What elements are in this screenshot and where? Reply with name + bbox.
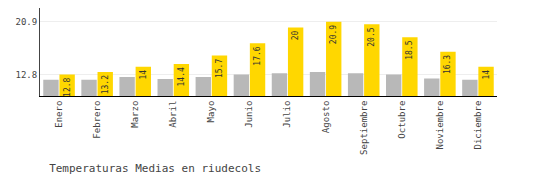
svg-text:Junio: Junio xyxy=(244,101,254,128)
svg-text:Noviembre: Noviembre xyxy=(435,101,445,150)
svg-text:Septiembre: Septiembre xyxy=(359,101,369,155)
svg-text:14: 14 xyxy=(139,70,148,80)
svg-text:Temperaturas Medias en riudeco: Temperaturas Medias en riudecols xyxy=(49,162,261,174)
svg-text:Agosto: Agosto xyxy=(321,101,331,134)
svg-text:Enero: Enero xyxy=(54,101,64,128)
svg-text:Octubre: Octubre xyxy=(397,101,407,139)
svg-text:12.8: 12.8 xyxy=(16,70,38,80)
svg-text:Julio: Julio xyxy=(282,101,292,128)
svg-text:18.5: 18.5 xyxy=(405,40,414,59)
svg-text:20.5: 20.5 xyxy=(367,27,376,46)
svg-text:Diciembre: Diciembre xyxy=(473,101,483,150)
svg-text:Mayo: Mayo xyxy=(206,101,216,123)
svg-text:Febrero: Febrero xyxy=(92,101,102,139)
svg-text:13.2: 13.2 xyxy=(101,75,110,94)
svg-text:16.3: 16.3 xyxy=(443,55,452,74)
svg-text:20.9: 20.9 xyxy=(329,25,338,44)
svg-text:14.4: 14.4 xyxy=(177,67,186,86)
svg-text:15.7: 15.7 xyxy=(215,59,224,78)
svg-text:12.8: 12.8 xyxy=(63,77,72,96)
svg-text:20: 20 xyxy=(291,31,300,41)
svg-text:Marzo: Marzo xyxy=(130,101,140,128)
svg-text:14: 14 xyxy=(482,70,491,80)
svg-text:Abril: Abril xyxy=(168,101,178,128)
svg-text:20.9: 20.9 xyxy=(16,17,38,27)
svg-text:17.6: 17.6 xyxy=(253,46,262,65)
